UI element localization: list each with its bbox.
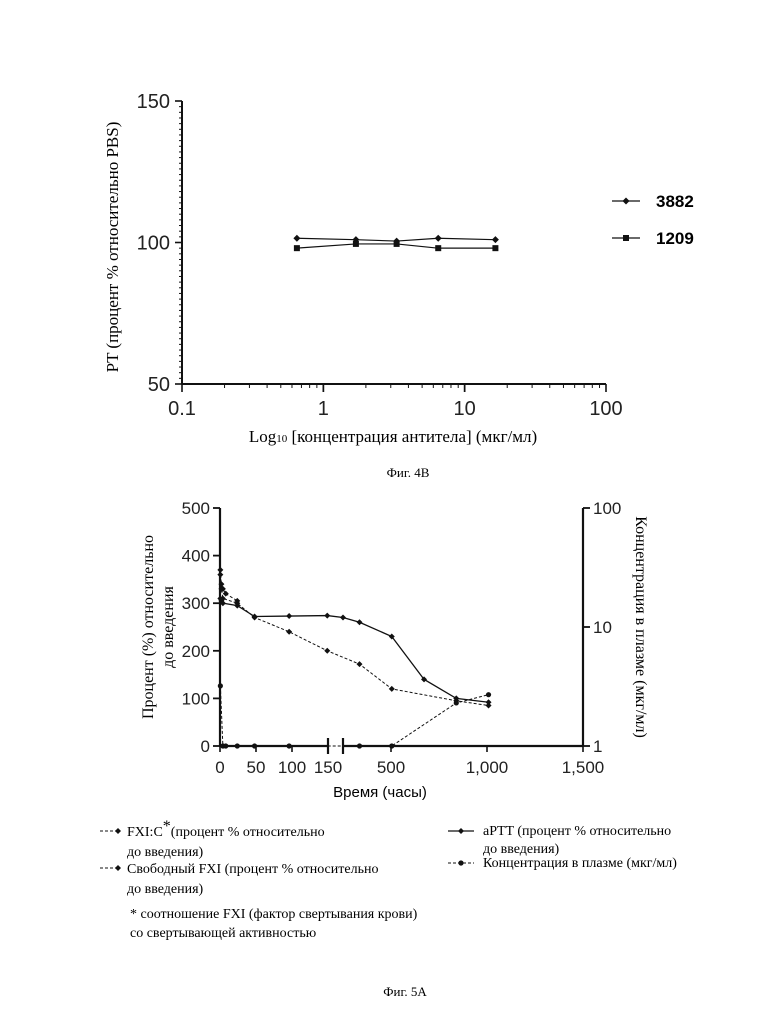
data-point-aptt [486, 699, 492, 705]
x-tick-label: 150 [314, 758, 342, 777]
legend-item-1209: 1209 [612, 229, 694, 248]
fig5a-caption: Фиг. 5А [383, 984, 427, 999]
legend-free-fxi-diamond-icon [115, 865, 121, 871]
y-tick-label: 150 [137, 91, 170, 113]
data-point-концентрация-в-плазме [287, 743, 292, 748]
x-tick-label: 50 [247, 758, 266, 777]
data-point-1209 [492, 245, 498, 251]
x-tick-label: 10 [454, 398, 476, 420]
data-point-концентрация-в-плазме [223, 743, 228, 748]
fig5a-left-y-axis-label-line2: до введения [160, 585, 177, 667]
fig4b-y-axis-label: PT (процент % относительно PBS) [103, 122, 122, 373]
legend-fxic-diamond-icon [115, 828, 121, 834]
chart-fig4b: 50 100 150 0.1 1 10 100 PT (процент % относит… [103, 91, 694, 480]
fig4b-legend: 3882 1209 [612, 192, 694, 248]
data-point-свободный-fxi [324, 648, 330, 654]
legend-item-plasma-conc: Концентрация в плазме (мкг/мл) [448, 856, 677, 871]
fig5a-footnote-line1: * соотношение FXI (фактор свертывания кр… [130, 907, 418, 922]
left-y-tick-label: 300 [182, 594, 210, 613]
data-point-свободный-fxi [286, 629, 292, 635]
legend-item-fxic: FXI:C*(процент % относительно до введени… [100, 818, 325, 860]
series-line-свободный-fxi [220, 570, 488, 706]
data-point-3882 [293, 235, 300, 242]
data-point-концентрация-в-плазме [218, 683, 223, 688]
data-point-концентрация-в-плазме [357, 743, 362, 748]
data-point-1209 [435, 245, 441, 251]
data-point-3882 [435, 235, 442, 242]
data-point-aptt [252, 614, 258, 620]
legend-aptt-diamond-icon [458, 828, 464, 834]
data-point-aptt [340, 614, 346, 620]
data-point-aptt [357, 619, 363, 625]
data-point-1209 [294, 245, 300, 251]
legend-item-free-fxi: Свободный FXI (процент % относительно до… [100, 862, 378, 897]
data-point-1209 [394, 241, 400, 247]
legend-item-3882: 3882 [612, 192, 694, 211]
fig4b-caption: Фиг. 4В [387, 465, 430, 480]
x-tick-label: 100 [278, 758, 306, 777]
data-point-свободный-fxi [357, 661, 363, 667]
right-y-tick-label: 10 [593, 618, 612, 637]
right-y-tick-label: 1 [593, 737, 602, 756]
legend-free-fxi-label-line2: до введения) [127, 882, 204, 897]
legend-fxic-label: FXI:C*(процент % относительно [127, 818, 325, 840]
x-tick-label: 1 [318, 398, 329, 420]
data-point-1209 [353, 241, 359, 247]
data-point-концентрация-в-плазме [486, 692, 491, 697]
y-tick-label: 50 [148, 374, 170, 396]
data-point-aptt [286, 613, 292, 619]
legend-3882-diamond-icon [623, 198, 630, 205]
left-y-tick-label: 400 [182, 547, 210, 566]
x-tick-label: 0.1 [168, 398, 196, 420]
left-y-tick-label: 100 [182, 689, 210, 708]
legend-free-fxi-label: Свободный FXI (процент % относительно [127, 862, 378, 877]
x-tick-label: 0 [215, 758, 224, 777]
x-tick-label: 500 [377, 758, 405, 777]
fig5a-right-y-axis-label: Концентрация в плазме (мкг/мл) [632, 516, 649, 738]
legend-aptt-label: aPTT (процент % относительно [483, 824, 671, 839]
legend-plasma-label: Концентрация в плазме (мкг/мл) [483, 856, 677, 871]
legend-1209-square-icon [623, 235, 629, 241]
data-point-3882 [492, 236, 499, 243]
legend-aptt-label-line2: до введения) [483, 842, 560, 857]
data-point-концентрация-в-плазме [252, 743, 257, 748]
legend-fxic-label-line2: до введения) [127, 845, 204, 860]
right-y-tick-label: 100 [593, 499, 621, 518]
data-point-свободный-fxi [389, 686, 395, 692]
fig5a-legend: FXI:C*(процент % относительно до введени… [100, 818, 677, 941]
fig4b-x-axis-label: Log10 [концентрация антитела] (мкг/мл) [249, 427, 537, 446]
legend-item-aptt: aPTT (процент % относительно до введения… [448, 824, 671, 857]
data-point-концентрация-в-плазме [389, 743, 394, 748]
series-line-aptt [220, 598, 488, 702]
y-tick-label: 100 [137, 233, 170, 255]
fig5a-footnote-line2: со свертывающей активностью [130, 926, 316, 941]
data-point-концентрация-в-плазме [454, 700, 459, 705]
data-point-fxi-c [223, 591, 229, 597]
x-tick-label: 1,000 [466, 758, 509, 777]
left-y-tick-label: 0 [201, 737, 210, 756]
chart-fig5a: 0 100 200 300 400 500 1 10 100 0 50 100 150 500 1,00… [100, 499, 677, 999]
data-point-концентрация-в-плазме [235, 743, 240, 748]
legend-3882-label: 3882 [656, 192, 694, 211]
fig5a-x-axis-label: Время (часы) [333, 784, 427, 801]
left-y-tick-label: 500 [182, 499, 210, 518]
series-line-концентрация-в-плазме [220, 686, 488, 746]
left-y-tick-label: 200 [182, 642, 210, 661]
x-tick-label: 100 [589, 398, 622, 420]
fig5a-left-y-axis-label-line1: Процент (%) относительно [140, 535, 157, 719]
legend-1209-label: 1209 [656, 229, 694, 248]
data-point-свободный-fxi [217, 567, 223, 573]
x-tick-label: 1,500 [562, 758, 605, 777]
legend-plasma-circle-icon [458, 860, 463, 865]
data-point-aptt [324, 613, 330, 619]
